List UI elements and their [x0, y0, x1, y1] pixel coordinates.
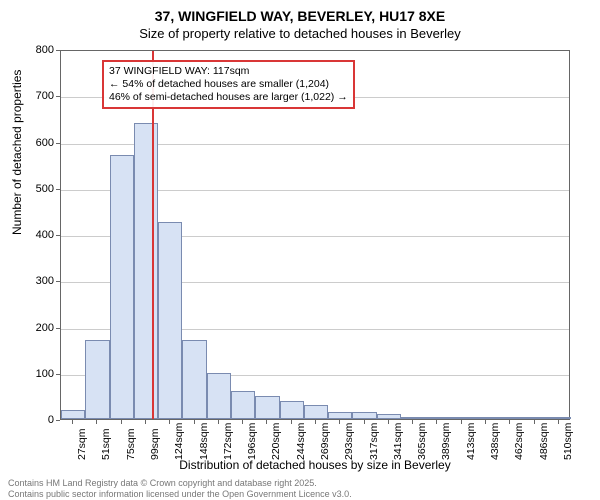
- xtick-label: 438sqm: [489, 423, 501, 460]
- histogram-bar: [474, 417, 498, 419]
- xtick-mark: [72, 420, 73, 424]
- ytick-mark: [56, 281, 60, 282]
- ytick-label: 500: [14, 183, 54, 195]
- histogram-bar: [182, 340, 206, 419]
- ytick-mark: [56, 374, 60, 375]
- xtick-mark: [436, 420, 437, 424]
- chart-subtitle: Size of property relative to detached ho…: [0, 26, 600, 41]
- xtick-mark: [145, 420, 146, 424]
- footer-attribution: Contains HM Land Registry data © Crown c…: [8, 478, 352, 499]
- xtick-mark: [461, 420, 462, 424]
- xtick-label: 317sqm: [368, 423, 380, 460]
- ytick-mark: [56, 143, 60, 144]
- xtick-mark: [339, 420, 340, 424]
- xtick-label: 99sqm: [149, 428, 161, 460]
- histogram-bar: [61, 410, 85, 419]
- histogram-bar: [304, 405, 328, 419]
- xtick-mark: [121, 420, 122, 424]
- histogram-bar: [401, 417, 425, 419]
- histogram-bar: [450, 417, 474, 419]
- xtick-mark: [509, 420, 510, 424]
- histogram-bar: [158, 222, 182, 419]
- histogram-bar: [110, 155, 134, 419]
- xtick-mark: [485, 420, 486, 424]
- xtick-label: 413sqm: [465, 423, 477, 460]
- xtick-mark: [315, 420, 316, 424]
- ytick-mark: [56, 235, 60, 236]
- xtick-mark: [242, 420, 243, 424]
- annotation-line2: ← 54% of detached houses are smaller (1,…: [109, 78, 348, 91]
- xtick-mark: [291, 420, 292, 424]
- xtick-label: 462sqm: [513, 423, 525, 460]
- chart-container: 37, WINGFIELD WAY, BEVERLEY, HU17 8XE Si…: [0, 0, 600, 500]
- xtick-mark: [412, 420, 413, 424]
- xtick-label: 269sqm: [319, 423, 331, 460]
- histogram-bar: [207, 373, 231, 419]
- x-axis-label: Distribution of detached houses by size …: [60, 458, 570, 472]
- histogram-bar: [498, 417, 522, 419]
- xtick-mark: [218, 420, 219, 424]
- histogram-bar: [134, 123, 158, 419]
- xtick-mark: [96, 420, 97, 424]
- ytick-mark: [56, 50, 60, 51]
- histogram-bar: [231, 391, 255, 419]
- xtick-mark: [169, 420, 170, 424]
- annotation-box: 37 WINGFIELD WAY: 117sqm ← 54% of detach…: [102, 60, 355, 109]
- xtick-mark: [266, 420, 267, 424]
- ytick-label: 700: [14, 90, 54, 102]
- chart-title: 37, WINGFIELD WAY, BEVERLEY, HU17 8XE: [0, 8, 600, 24]
- xtick-label: 27sqm: [76, 428, 88, 460]
- ytick-label: 400: [14, 229, 54, 241]
- xtick-mark: [194, 420, 195, 424]
- histogram-bar: [280, 401, 304, 420]
- histogram-bar: [377, 414, 401, 419]
- ytick-label: 600: [14, 137, 54, 149]
- footer-line1: Contains HM Land Registry data © Crown c…: [8, 478, 352, 488]
- xtick-mark: [534, 420, 535, 424]
- xtick-label: 486sqm: [538, 423, 550, 460]
- histogram-bar: [85, 340, 109, 419]
- ytick-mark: [56, 96, 60, 97]
- ytick-label: 100: [14, 368, 54, 380]
- footer-line2: Contains public sector information licen…: [8, 489, 352, 499]
- histogram-bar: [425, 417, 449, 419]
- ytick-mark: [56, 420, 60, 421]
- xtick-label: 510sqm: [562, 423, 574, 460]
- histogram-bar: [255, 396, 279, 419]
- xtick-label: 172sqm: [222, 423, 234, 460]
- ytick-label: 200: [14, 322, 54, 334]
- ytick-label: 300: [14, 275, 54, 287]
- ytick-mark: [56, 189, 60, 190]
- ytick-mark: [56, 328, 60, 329]
- histogram-bar: [547, 417, 571, 419]
- xtick-mark: [364, 420, 365, 424]
- xtick-label: 220sqm: [270, 423, 282, 460]
- ytick-label: 0: [14, 414, 54, 426]
- histogram-bar: [328, 412, 352, 419]
- xtick-mark: [558, 420, 559, 424]
- xtick-label: 341sqm: [392, 423, 404, 460]
- xtick-label: 51sqm: [100, 428, 112, 460]
- xtick-label: 148sqm: [198, 423, 210, 460]
- xtick-label: 75sqm: [125, 428, 137, 460]
- annotation-line1: 37 WINGFIELD WAY: 117sqm: [109, 65, 348, 78]
- xtick-label: 293sqm: [343, 423, 355, 460]
- ytick-label: 800: [14, 44, 54, 56]
- histogram-bar: [352, 412, 376, 419]
- xtick-label: 365sqm: [416, 423, 428, 460]
- xtick-label: 389sqm: [440, 423, 452, 460]
- xtick-label: 124sqm: [173, 423, 185, 460]
- xtick-label: 244sqm: [295, 423, 307, 460]
- xtick-label: 196sqm: [246, 423, 258, 460]
- annotation-line3: 46% of semi-detached houses are larger (…: [109, 91, 348, 104]
- xtick-mark: [388, 420, 389, 424]
- histogram-bar: [522, 417, 546, 419]
